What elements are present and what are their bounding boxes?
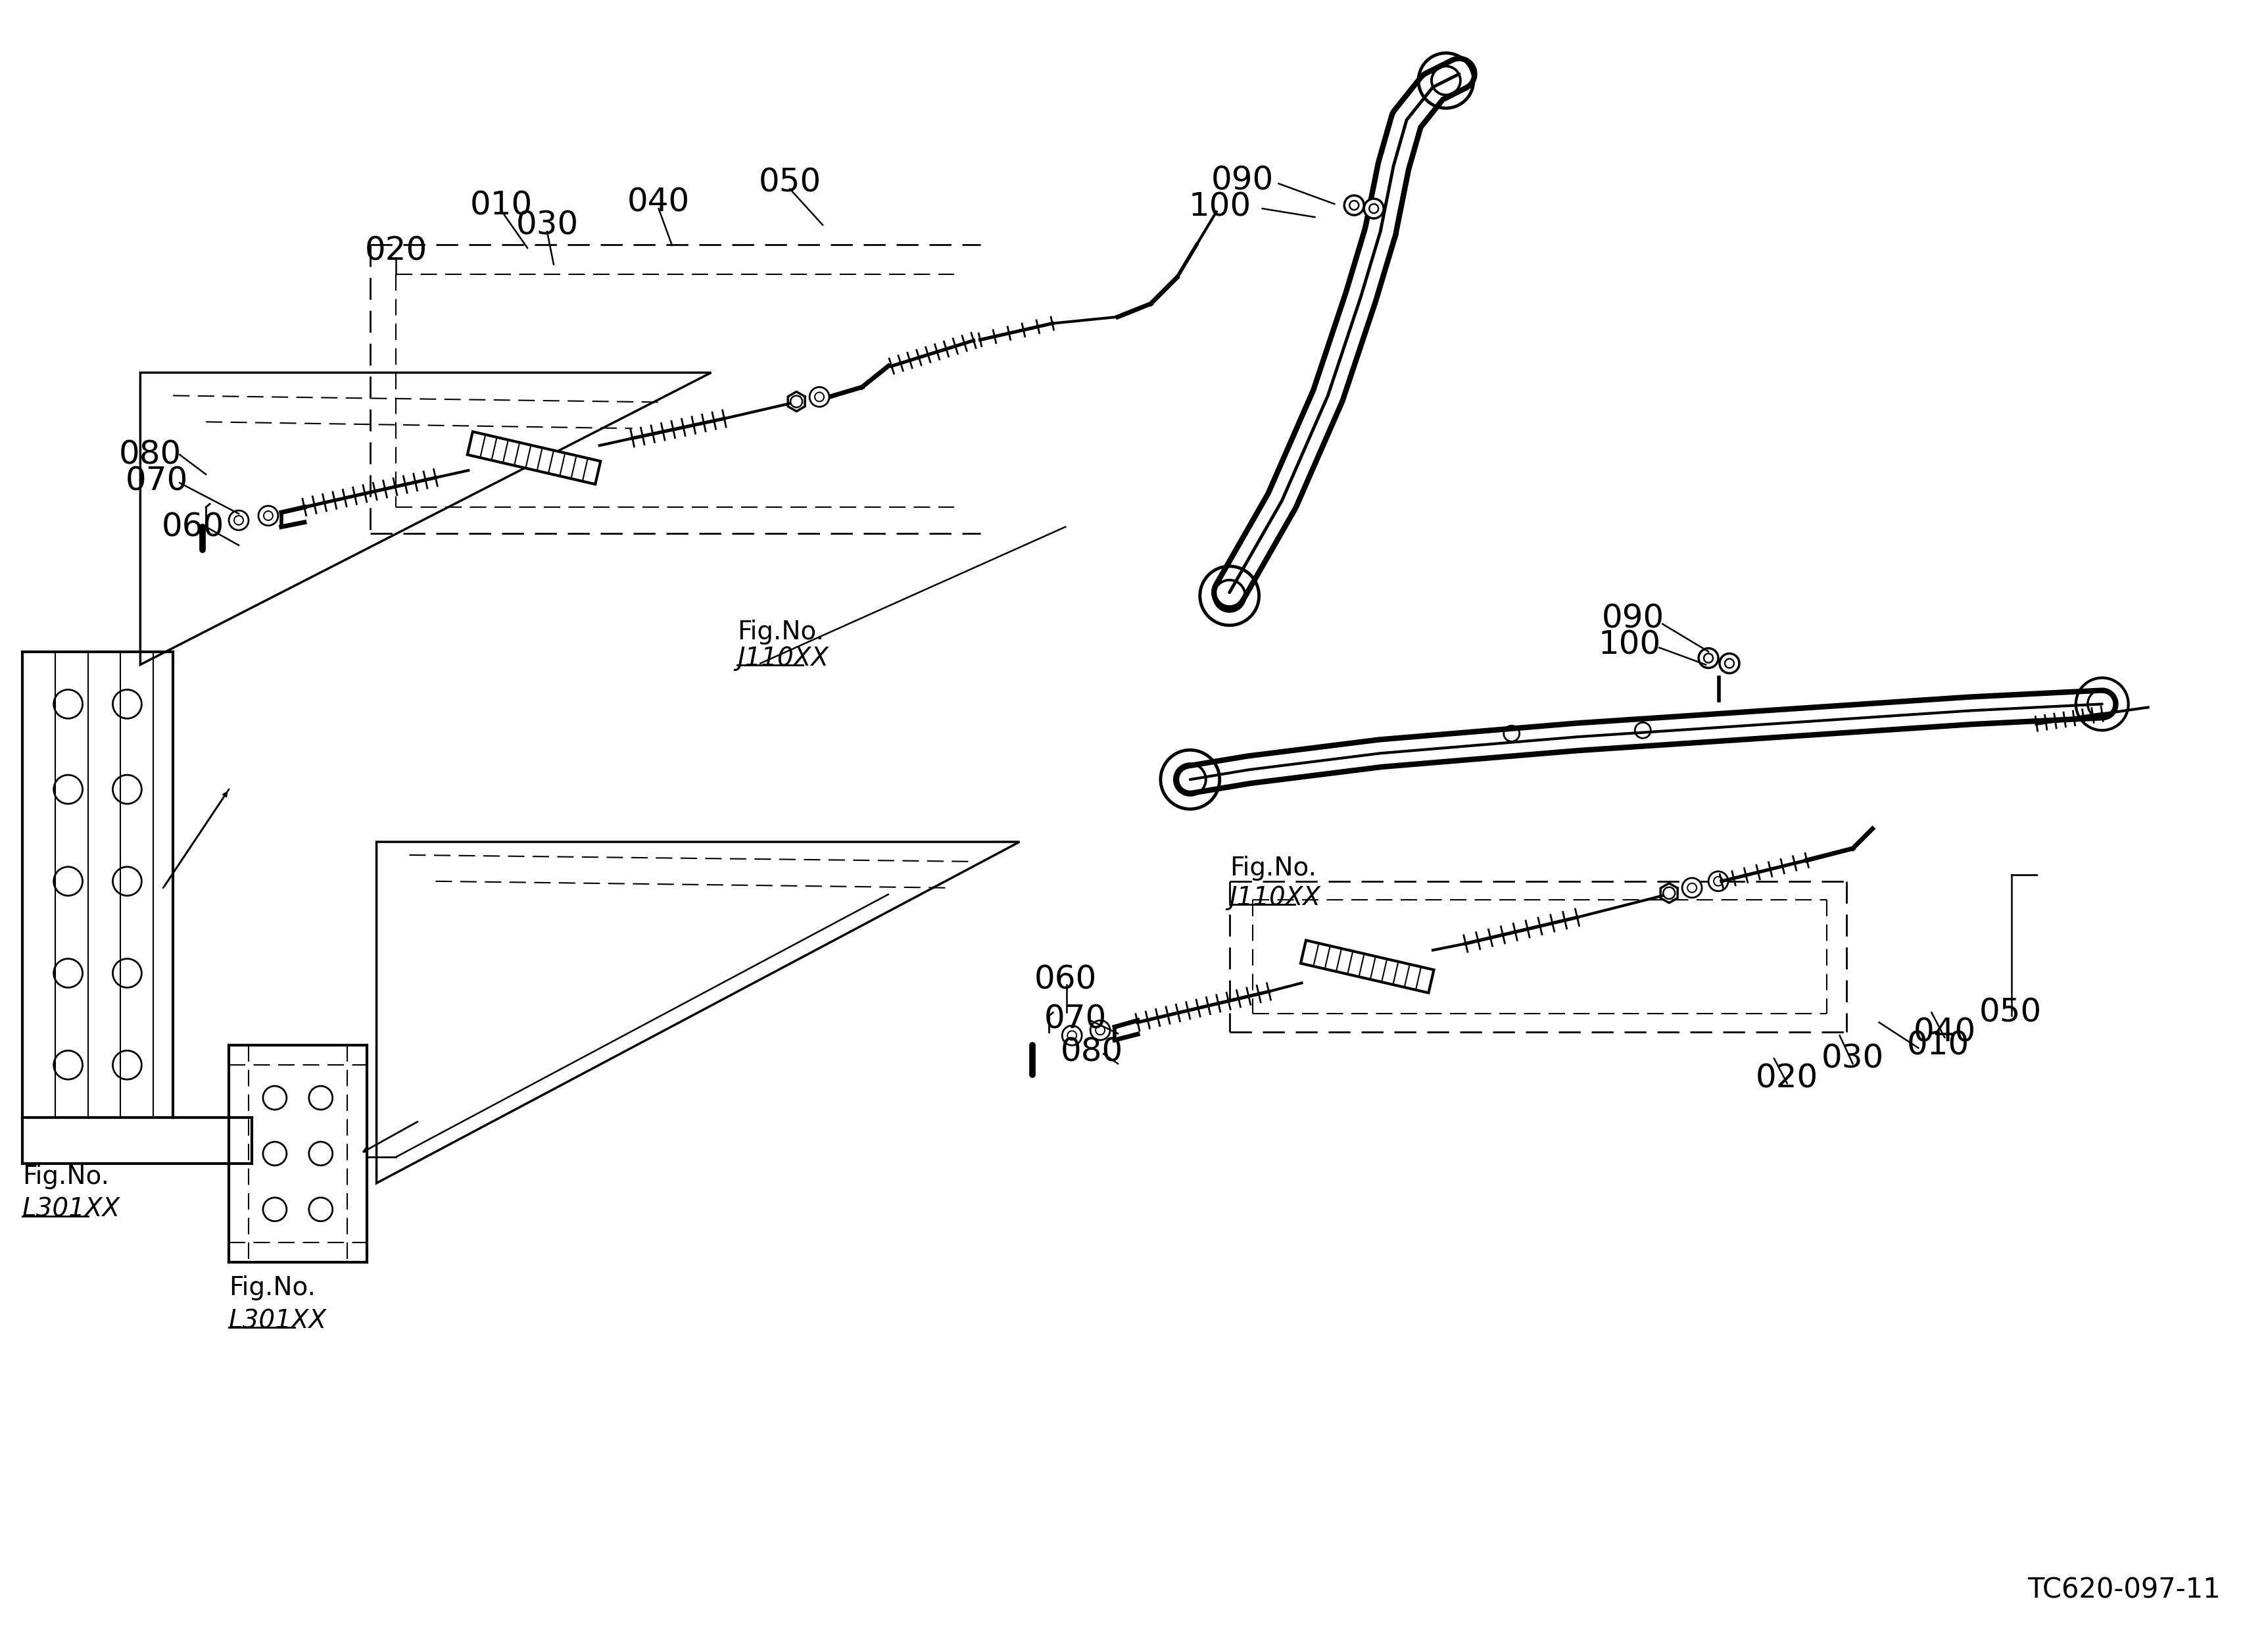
Text: 090: 090 — [1601, 603, 1665, 634]
Text: 070: 070 — [1043, 1003, 1107, 1034]
Circle shape — [1719, 654, 1740, 674]
Text: 010: 010 — [1907, 1029, 1969, 1061]
Polygon shape — [1300, 940, 1433, 993]
Text: 010: 010 — [469, 189, 533, 221]
Circle shape — [1363, 199, 1383, 219]
Text: 040: 040 — [1914, 1016, 1975, 1047]
Text: 050: 050 — [758, 166, 821, 198]
Text: 030: 030 — [515, 209, 578, 240]
Text: J110XX: J110XX — [1229, 884, 1320, 911]
Circle shape — [202, 548, 204, 552]
Circle shape — [229, 511, 249, 530]
Circle shape — [1699, 649, 1719, 669]
Circle shape — [1708, 871, 1728, 891]
Text: 100: 100 — [1188, 191, 1252, 222]
Text: 020: 020 — [365, 236, 426, 267]
Circle shape — [1091, 1021, 1109, 1039]
Circle shape — [1662, 888, 1676, 899]
Text: 080: 080 — [118, 438, 181, 471]
Text: 050: 050 — [1980, 996, 2041, 1028]
Text: 090: 090 — [1211, 165, 1275, 196]
Circle shape — [1030, 1074, 1034, 1077]
Text: 100: 100 — [1599, 629, 1660, 660]
Text: Fig.No.: Fig.No. — [23, 1164, 109, 1189]
Text: Fig.No.: Fig.No. — [1229, 856, 1315, 881]
Text: 020: 020 — [1755, 1062, 1819, 1094]
Text: 080: 080 — [1061, 1036, 1123, 1067]
Circle shape — [810, 387, 830, 407]
Text: L301XX: L301XX — [229, 1308, 327, 1334]
Circle shape — [1345, 196, 1363, 216]
Circle shape — [1061, 1026, 1082, 1046]
Text: L301XX: L301XX — [23, 1197, 120, 1222]
Text: 060: 060 — [1034, 963, 1098, 995]
Text: 030: 030 — [1821, 1043, 1885, 1074]
Text: 040: 040 — [628, 186, 689, 217]
Circle shape — [1683, 878, 1701, 898]
Circle shape — [792, 395, 803, 407]
Circle shape — [259, 506, 279, 525]
Text: J110XX: J110XX — [737, 646, 828, 670]
Polygon shape — [467, 432, 601, 484]
Text: TC620-097-11: TC620-097-11 — [2028, 1576, 2220, 1604]
Text: 070: 070 — [125, 464, 188, 497]
Text: Fig.No.: Fig.No. — [737, 619, 823, 644]
Text: Fig.No.: Fig.No. — [229, 1276, 315, 1301]
Text: 060: 060 — [161, 511, 225, 542]
